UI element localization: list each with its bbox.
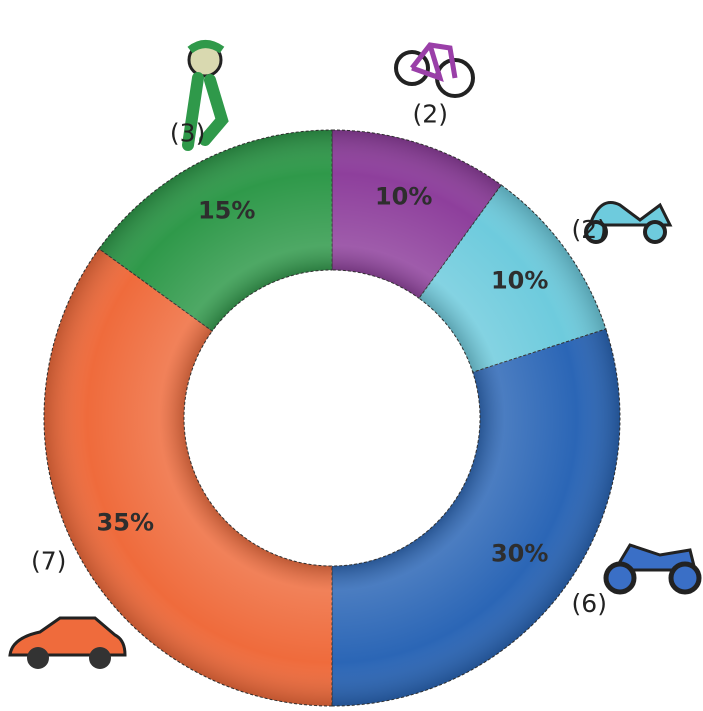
walker-icon [182,40,229,151]
segment-shade [99,129,332,332]
value-label: 15% [198,196,255,224]
bicycle-icon [394,42,475,98]
count-label: (6) [572,589,607,618]
count-label: (7) [31,546,66,575]
value-label: 30% [491,539,548,567]
segment-shade [418,185,606,373]
car-icon [8,616,127,669]
motorbike-icon [603,543,702,595]
segment-shade [332,130,502,299]
segment-shade [332,329,621,706]
count-label: (3) [170,119,205,148]
segment-shade [43,248,332,707]
value-label: 10% [491,267,548,295]
segments [43,129,621,707]
count-label: (2) [572,215,607,244]
count-label: (2) [413,100,448,129]
value-label: 10% [375,182,432,210]
scooter-icon [584,201,673,244]
value-label: 35% [97,508,154,536]
